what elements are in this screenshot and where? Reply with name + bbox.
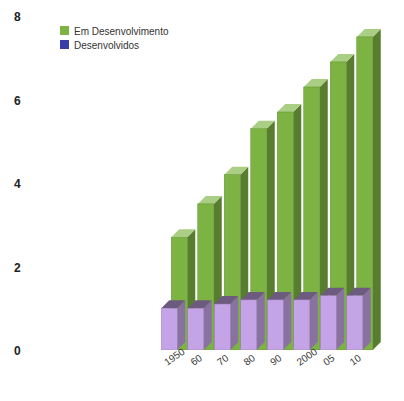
bar-side: [373, 29, 381, 350]
bar: [214, 304, 230, 350]
x-tick-label: 80: [242, 352, 258, 368]
bar-top: [320, 288, 344, 296]
bar: [188, 308, 204, 350]
bar-side: [363, 288, 371, 350]
bar: [320, 296, 336, 350]
legend-swatch: [60, 40, 69, 49]
bar-top: [304, 79, 328, 87]
bar-side: [230, 296, 238, 350]
bar: [267, 300, 283, 350]
x-tick-label: 70: [215, 352, 231, 368]
bar: [347, 296, 363, 350]
bar-side: [336, 288, 344, 350]
legend-swatch: [60, 26, 69, 35]
bar: [241, 300, 257, 350]
x-tick-label: 05: [321, 352, 337, 368]
bar-top: [198, 196, 222, 204]
bar-side: [204, 300, 212, 350]
legend-label: Desenvolvidos: [74, 40, 139, 51]
x-tick-label: 90: [268, 352, 284, 368]
bar-top: [267, 292, 291, 300]
x-tick-label: 10: [348, 352, 364, 368]
bar-side: [257, 292, 265, 350]
bar-side: [283, 292, 291, 350]
bar-top: [241, 292, 265, 300]
chart: 0 2 4 6 8 195060 70 80 90 200005 10 Em Desenvolvime…: [0, 0, 404, 401]
y-tick-label: 2: [14, 261, 21, 275]
bar-side: [177, 300, 185, 350]
bar: [294, 300, 310, 350]
x-tick-label: 60: [189, 352, 205, 368]
legend-label: Em Desenvolvimento: [74, 26, 169, 37]
y-tick-label: 0: [14, 344, 21, 358]
bar-top: [161, 300, 185, 308]
y-tick-label: 6: [14, 94, 21, 108]
bar-top: [357, 29, 381, 37]
bar-top: [330, 54, 354, 62]
bar-top: [294, 292, 318, 300]
y-tick-label: 4: [14, 177, 21, 191]
y-tick-label: 8: [14, 10, 21, 24]
bar-side: [310, 292, 318, 350]
bar-top: [251, 121, 275, 129]
bar-top: [188, 300, 212, 308]
bar: [161, 308, 177, 350]
bar-top: [347, 288, 371, 296]
bar-top: [224, 167, 248, 175]
plot: [161, 29, 381, 350]
x-tick-label: 1950: [162, 346, 187, 368]
bar-top: [277, 104, 301, 112]
x-tick-label: 2000: [295, 346, 320, 368]
bar-top: [171, 229, 195, 237]
bar-top: [214, 296, 238, 304]
